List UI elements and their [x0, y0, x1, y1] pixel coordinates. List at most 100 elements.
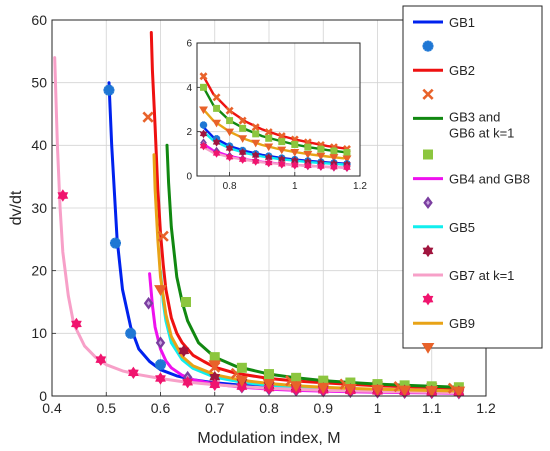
inset-marker-gb2: [199, 72, 208, 81]
inset-y-tick-label: 0: [186, 172, 192, 183]
inset-marker-gb5-shape: [212, 137, 221, 147]
inset-marker-gb7-at-k-1: [278, 159, 286, 169]
main-marker-gb1-core: [105, 87, 112, 94]
main-marker-gb9: [262, 379, 276, 390]
inset-marker-gb3-and-gb6-at-k-1-shape: [239, 124, 247, 132]
inset-marker-gb7-at-k-1-shape: [343, 163, 351, 172]
inset-marker-gb2-stroke: [277, 132, 286, 141]
main-marker-gb3-and-gb6-at-k-1-shape: [180, 296, 191, 308]
inset-y-tick-labels: 0 2 4 6: [186, 39, 192, 183]
main-marker-gb7-at-k-1: [71, 317, 82, 331]
main-marker-gb2: [142, 111, 154, 123]
legend-marker-swatch: [422, 244, 434, 258]
main-y-tick-labels: 0 10 20 30 40 50 60: [31, 12, 47, 404]
legend-marker-swatch: [421, 342, 435, 354]
main-marker-gb9: [289, 381, 303, 393]
main-x-tick-label: 0.8: [259, 400, 279, 416]
main-marker-gb1: [109, 237, 121, 249]
legend-box: [402, 5, 543, 349]
inset-marker-gb9-shape: [277, 146, 287, 155]
legend-marker-swatch-shape: [421, 342, 435, 354]
main-marker-gb7-at-k-1-shape: [155, 372, 166, 385]
inset-marker-gb2-stroke: [238, 116, 247, 125]
inset-marker-gb9: [251, 139, 261, 148]
inset-marker-gb3-and-gb6-at-k-1: [330, 147, 338, 155]
inset-marker-gb9-shape: [212, 119, 222, 128]
inset-marker-gb3-and-gb6-at-k-1: [265, 134, 273, 142]
main-marker-gb7-at-k-1-shape: [95, 353, 107, 366]
inset-axes-border: [196, 42, 361, 177]
main-marker-gb9: [316, 382, 330, 394]
inset-marker-gb7-at-k-1-shape: [225, 152, 234, 162]
main-marker-gb9: [154, 285, 167, 296]
inset-marker-gb3-and-gb6-at-k-1-shape: [200, 83, 208, 91]
inset-marker-gb9-shape: [316, 152, 326, 161]
inset-marker-gb3-and-gb6-at-k-1: [239, 124, 247, 132]
inset-plot-area: 0.8 1 1.2 0 2 4 6: [186, 39, 367, 193]
legend-marker-swatch: [423, 196, 433, 210]
inset-marker-gb3-and-gb6-at-k-1: [343, 149, 351, 156]
main-marker-gb9: [344, 384, 357, 395]
inset-marker-gb9: [199, 106, 208, 115]
inset-marker-gb1: [199, 121, 208, 129]
main-marker-gb1: [125, 327, 137, 339]
y-axis-label: dv/dt: [8, 190, 25, 225]
inset-marker-gb7-at-k-1-shape: [330, 162, 338, 172]
main-marker-gb2: [157, 230, 169, 242]
inset-marker-gb2: [238, 116, 247, 125]
inset-marker-gb7-at-k-1-shape: [251, 157, 260, 166]
inset-marker-gb2: [251, 123, 260, 132]
main-marker-gb3-and-gb6-at-k-1: [180, 296, 191, 308]
main-marker-gb9: [398, 385, 411, 397]
legend-marker-swatch-shape: [422, 292, 434, 306]
main-marker-gb4-and-gb8: [143, 296, 154, 310]
inset-marker-gb2: [277, 132, 286, 141]
legend-marker-swatch-shape: [422, 149, 434, 160]
inset-marker-gb9: [290, 149, 300, 157]
main-x-tick-labels: 0.4 0.5 0.6 0.7 0.8 0.9 1 1.1 1.2: [42, 400, 496, 416]
legend-label-line2: GB6 at k=1: [449, 125, 514, 140]
main-marker-gb2-stroke: [157, 230, 169, 242]
legend-marker-swatch-shape: [422, 244, 434, 258]
legend-label: GB7 at k=1: [449, 268, 514, 283]
inset-marker-gb9-shape: [264, 143, 274, 152]
inset-marker-gb3-and-gb6-at-k-1-shape: [291, 141, 299, 149]
inset-marker-gb2: [264, 128, 273, 137]
main-marker-gb7-at-k-1: [182, 375, 194, 389]
main-marker-gb9-shape: [425, 386, 439, 397]
main-marker-gb4-and-gb8-highlight: [158, 340, 163, 346]
legend-label: GB9: [449, 316, 475, 331]
main-marker-gb7-at-k-1: [127, 366, 139, 380]
inset-marker-gb7-at-k-1: [212, 149, 221, 158]
main-marker-gb1-core: [157, 361, 164, 368]
main-marker-gb4-and-gb8-highlight: [146, 300, 151, 306]
main-marker-gb9-shape: [344, 384, 357, 395]
main-marker-gb9-shape: [235, 375, 249, 387]
main-marker-gb9-shape: [398, 385, 411, 397]
main-marker-gb9-shape: [154, 285, 167, 296]
inset-y-tick-label: 2: [186, 127, 192, 138]
inset-marker-gb7-at-k-1-shape: [304, 161, 312, 171]
main-marker-gb9-shape: [316, 382, 330, 394]
inset-marker-gb3-and-gb6-at-k-1-shape: [213, 104, 221, 112]
main-line-gb3-and-gb6-at-k-1: [165, 143, 461, 389]
main-marker-gb7-at-k-1-shape: [182, 375, 194, 389]
legend-marker-swatch-stroke: [422, 88, 434, 100]
main-marker-gb3-and-gb6-at-k-1-shape: [236, 362, 247, 373]
inset-marker-gb9-shape: [251, 139, 261, 148]
main-marker-gb9-shape: [262, 379, 276, 390]
inset-marker-gb9-shape: [238, 135, 248, 143]
main-marker-gb5: [178, 344, 190, 358]
main-marker-gb9: [208, 360, 222, 372]
inset-marker-gb9-shape: [329, 154, 339, 162]
inset-marker-gb9: [277, 146, 287, 155]
main-marker-gb9: [371, 384, 384, 396]
main-marker-gb7-at-k-1-shape: [57, 189, 69, 202]
legend-label: GB1: [449, 15, 475, 30]
inset-marker-gb9-shape: [225, 128, 235, 137]
main-y-tick-label: 20: [31, 263, 47, 279]
inset-marker-gb9-shape: [199, 106, 208, 115]
main-marker-gb3-and-gb6-at-k-1-shape: [291, 372, 302, 383]
main-x-tick-label: 0.4: [42, 400, 62, 416]
legend-label: GB3 and: [449, 109, 500, 124]
